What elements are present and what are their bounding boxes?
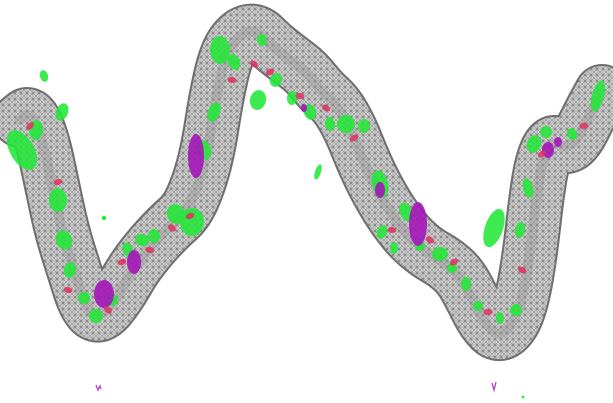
- positive-density-blob: [209, 36, 231, 64]
- positive-density-blob: [39, 70, 49, 82]
- negative-density-blob: [94, 280, 114, 308]
- positive-density-blob: [48, 188, 68, 212]
- positive-density-blob: [510, 304, 522, 316]
- positive-density-blob: [590, 80, 606, 112]
- positive-density-blob: [179, 208, 205, 236]
- positive-density-blob: [483, 208, 505, 248]
- backbone-atom-mark: [483, 308, 493, 316]
- positive-density-blob: [376, 225, 388, 239]
- backbone-atom-mark: [295, 92, 305, 100]
- negative-density-blob: [127, 250, 141, 274]
- positive-density-blob: [147, 229, 161, 243]
- positive-density-blob: [460, 277, 472, 291]
- positive-density-blob: [55, 103, 69, 121]
- positive-density-blob: [447, 263, 457, 273]
- backbone-atom-mark: [63, 286, 73, 294]
- backbone-atom-mark: [185, 212, 195, 220]
- stray-marks: [95, 215, 525, 399]
- backbone-atom-mark: [517, 266, 527, 274]
- backbone-atom-mark: [537, 150, 547, 158]
- positive-density-blob: [135, 233, 149, 247]
- backbone-atom-mark: [449, 258, 459, 266]
- backbone-atom-mark: [227, 76, 237, 84]
- stray-dot-right: [521, 395, 525, 399]
- negative-density-blob: [409, 202, 427, 246]
- positive-density-blob: [514, 222, 526, 238]
- positive-density-blob: [495, 312, 505, 324]
- positive-density-blob: [566, 128, 578, 140]
- backbone-atom-mark: [104, 306, 112, 314]
- backbone-atom-mark: [387, 226, 397, 234]
- negative-density-blob: [301, 104, 307, 112]
- positive-density-blob: [357, 119, 371, 133]
- backbone-atom-mark: [265, 68, 275, 76]
- positive-density-blob: [63, 262, 77, 278]
- positive-density-blob: [78, 292, 90, 304]
- backbone-atom-mark: [425, 236, 435, 244]
- backbone-atom-mark: [145, 246, 155, 254]
- backbone-atom-mark: [349, 134, 359, 142]
- backbone-atom-mark: [117, 258, 127, 266]
- backbone-atom-mark: [26, 122, 34, 130]
- positive-density-blobs: [6, 34, 606, 324]
- stray-dot-left: [101, 215, 107, 221]
- positive-density-blob: [55, 230, 73, 250]
- backbone-atom-mark: [579, 122, 589, 130]
- negative-density-blob: [375, 182, 385, 198]
- positive-density-blob: [286, 91, 298, 105]
- positive-density-blob: [207, 102, 221, 122]
- backbone-atom-mark: [249, 60, 259, 68]
- positive-density-blob: [256, 34, 268, 46]
- positive-density-blob: [390, 242, 398, 254]
- positive-density-blob: [522, 178, 534, 198]
- positive-density-blob: [526, 135, 542, 153]
- positive-density-blob: [249, 90, 267, 110]
- positive-density-blob: [6, 130, 38, 170]
- backbone-atom-marks: [26, 60, 589, 316]
- negative-density-blobs: [94, 104, 562, 308]
- negative-density-blob: [554, 137, 562, 147]
- negative-density-blob: [188, 134, 204, 178]
- backbone-atom-mark: [321, 104, 331, 112]
- positive-density-blob: [89, 309, 103, 323]
- backbone-atom-mark: [168, 224, 176, 232]
- positive-density-blob: [227, 54, 241, 70]
- backbone-atom-mark: [53, 178, 63, 186]
- positive-density-blob: [269, 73, 283, 87]
- positive-density-blob: [399, 202, 413, 222]
- positive-density-blob: [432, 246, 448, 262]
- stray-mark-right: [491, 381, 497, 393]
- positive-density-blob: [314, 164, 322, 180]
- stray-mark-left: [95, 384, 102, 392]
- positive-density-blob: [473, 301, 483, 311]
- positive-density-blob: [337, 115, 355, 133]
- positive-density-blob: [324, 117, 336, 131]
- positive-density-blob: [540, 126, 552, 138]
